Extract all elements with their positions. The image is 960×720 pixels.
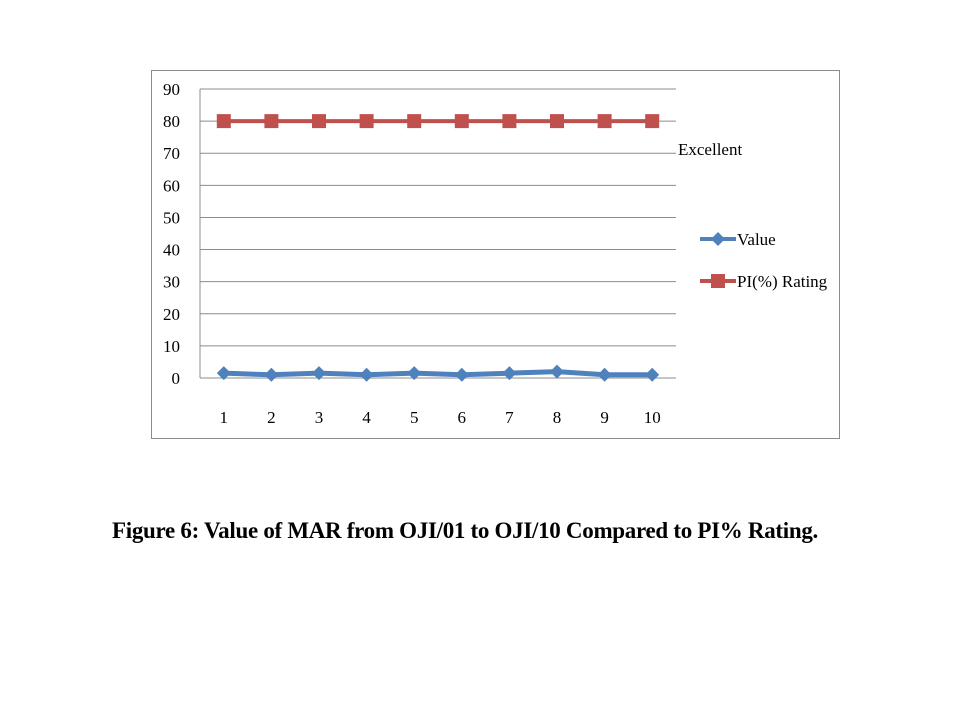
y-tick-label-0: 0 <box>172 369 181 388</box>
pi-rating-point-7 <box>502 114 517 129</box>
value-point-9 <box>597 367 612 382</box>
x-tick-label-9: 9 <box>600 408 609 427</box>
legend: Value PI(%) Rating <box>700 230 828 291</box>
x-tick-label-10: 10 <box>644 408 661 427</box>
y-tick-label-40: 40 <box>163 241 180 260</box>
x-tick-label-6: 6 <box>458 408 467 427</box>
chart-frame: 0 10 20 30 40 50 60 70 80 90 1 2 3 4 5 6 7 8 9 10 Value PI(… <box>151 70 840 439</box>
pi-rating-point-3 <box>312 114 326 129</box>
series-value <box>216 364 660 382</box>
legend-label-pi-rating: PI(%) Rating <box>737 272 828 291</box>
series-layer <box>216 114 660 382</box>
value-point-8 <box>550 364 564 379</box>
value-point-2 <box>264 367 279 382</box>
y-tick-label-20: 20 <box>163 305 180 324</box>
x-tick-label-2: 2 <box>267 408 276 427</box>
pi-rating-point-8 <box>550 114 564 129</box>
legend-marker-value <box>711 232 725 246</box>
legend-label-value: Value <box>737 230 776 249</box>
pi-rating-point-1 <box>216 114 231 129</box>
y-tick-label-30: 30 <box>163 273 180 292</box>
y-tick-label-80: 80 <box>163 112 180 131</box>
y-tick-label-10: 10 <box>163 337 180 356</box>
legend-marker-pi-rating <box>711 274 725 288</box>
pi-rating-point-6 <box>454 114 469 129</box>
value-point-5 <box>407 366 422 381</box>
value-point-6 <box>454 367 469 382</box>
x-tick-label-3: 3 <box>315 408 324 427</box>
x-axis-ticks: 1 2 3 4 5 6 7 8 9 10 <box>220 408 661 427</box>
y-tick-label-70: 70 <box>163 144 180 163</box>
x-tick-label-4: 4 <box>362 408 371 427</box>
pi-rating-point-10 <box>645 114 660 129</box>
series-line-value <box>223 369 653 378</box>
x-tick-label-1: 1 <box>220 408 229 427</box>
annotation-excellent: Excellent <box>678 140 742 159</box>
value-point-3 <box>312 366 326 381</box>
value-point-4 <box>359 367 374 382</box>
figure-caption: Figure 6: Value of MAR from OJI/01 to OJ… <box>112 518 818 543</box>
value-point-7 <box>502 366 517 381</box>
x-tick-label-8: 8 <box>553 408 562 427</box>
x-tick-label-7: 7 <box>505 408 514 427</box>
pi-rating-point-4 <box>359 114 374 129</box>
y-tick-label-60: 60 <box>163 176 180 195</box>
y-tick-label-90: 90 <box>163 80 180 99</box>
gridlines <box>199 88 676 379</box>
series-pi-rating <box>216 114 660 129</box>
value-point-1 <box>216 366 231 381</box>
pi-rating-point-2 <box>264 114 279 129</box>
x-tick-label-5: 5 <box>410 408 419 427</box>
pi-rating-point-9 <box>597 114 612 129</box>
line-chart: 0 10 20 30 40 50 60 70 80 90 1 2 3 4 5 6 7 8 9 10 Value PI(… <box>163 80 828 427</box>
y-tick-label-50: 50 <box>163 208 180 227</box>
pi-rating-point-5 <box>407 114 422 129</box>
value-point-10 <box>645 367 660 382</box>
y-axis-ticks: 0 10 20 30 40 50 60 70 80 90 <box>163 80 180 388</box>
